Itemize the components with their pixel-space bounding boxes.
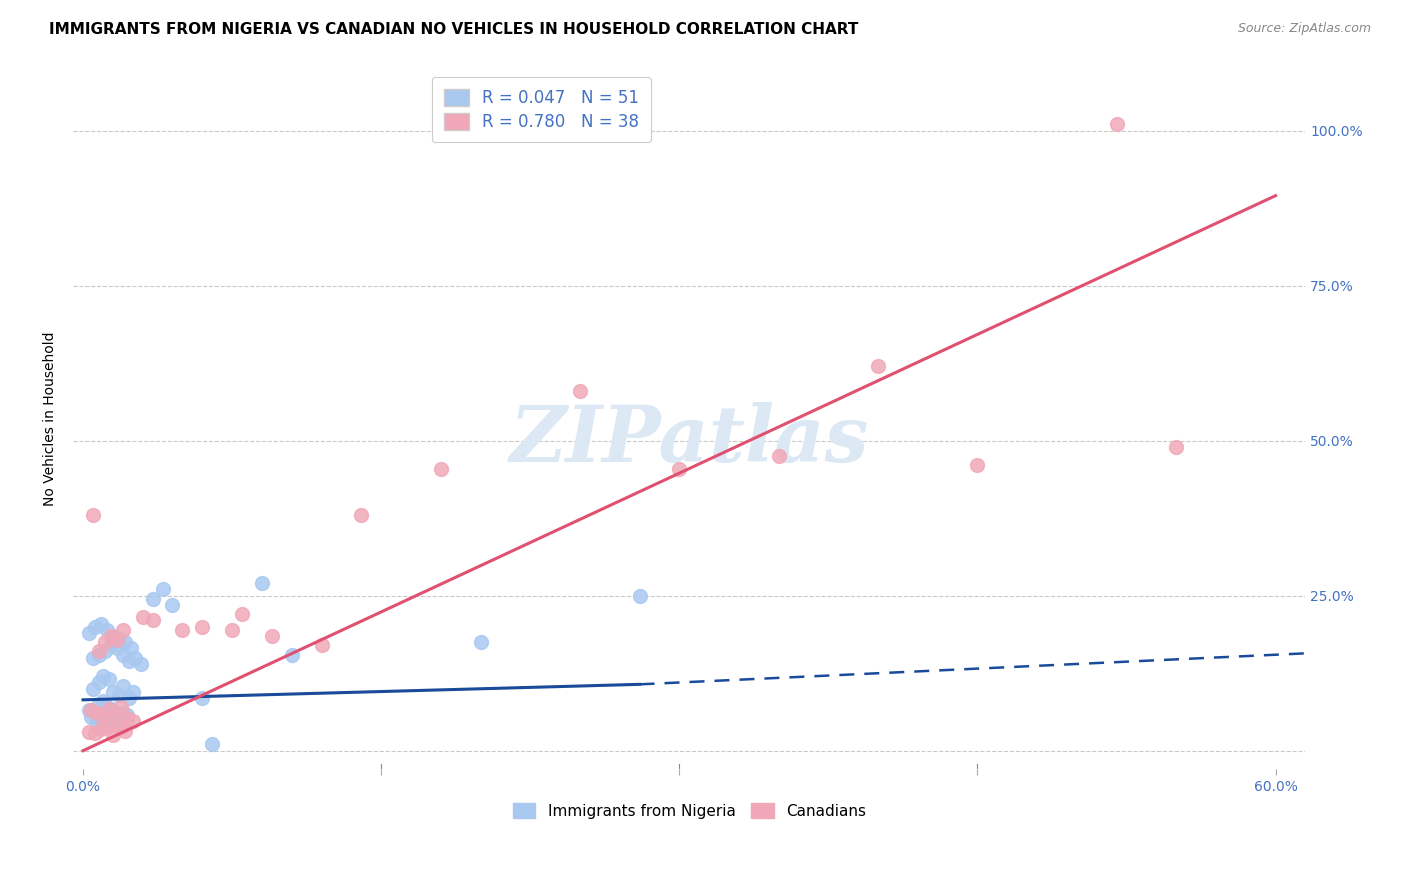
- Point: [280, 648, 302, 662]
- Point: [100, 701, 122, 715]
- Point: [311, 638, 333, 652]
- Point: [162, 598, 184, 612]
- Point: [77, 725, 100, 739]
- Point: [84, 620, 107, 634]
- Point: [131, 610, 153, 624]
- Y-axis label: No Vehicles in Household: No Vehicles in Household: [44, 332, 58, 506]
- Point: [82, 508, 104, 522]
- Point: [100, 638, 122, 652]
- Point: [111, 648, 134, 662]
- Point: [201, 738, 224, 752]
- Point: [105, 641, 128, 656]
- Legend: Immigrants from Nigeria, Canadians: Immigrants from Nigeria, Canadians: [506, 797, 872, 825]
- Point: [101, 685, 124, 699]
- Point: [115, 711, 138, 725]
- Point: [80, 709, 103, 723]
- Point: [114, 635, 136, 649]
- Point: [96, 700, 118, 714]
- Point: [97, 673, 120, 687]
- Point: [91, 669, 114, 683]
- Point: [107, 688, 129, 702]
- Point: [91, 714, 114, 728]
- Point: [107, 632, 129, 646]
- Point: [105, 633, 128, 648]
- Point: [1105, 117, 1128, 131]
- Point: [966, 458, 988, 473]
- Point: [100, 629, 122, 643]
- Point: [221, 623, 243, 637]
- Point: [250, 576, 273, 591]
- Point: [172, 623, 194, 637]
- Point: [107, 709, 129, 723]
- Point: [97, 717, 120, 731]
- Point: [104, 707, 127, 722]
- Point: [86, 706, 108, 721]
- Point: [118, 690, 141, 705]
- Point: [87, 697, 110, 711]
- Text: IMMIGRANTS FROM NIGERIA VS CANADIAN NO VEHICLES IN HOUSEHOLD CORRELATION CHART: IMMIGRANTS FROM NIGERIA VS CANADIAN NO V…: [49, 22, 859, 37]
- Point: [87, 644, 110, 658]
- Point: [120, 641, 142, 656]
- Point: [111, 679, 134, 693]
- Point: [111, 623, 134, 637]
- Point: [84, 706, 107, 721]
- Point: [94, 644, 117, 658]
- Point: [114, 723, 136, 738]
- Point: [82, 681, 104, 696]
- Point: [118, 654, 141, 668]
- Point: [470, 635, 492, 649]
- Point: [121, 685, 143, 699]
- Point: [191, 690, 214, 705]
- Point: [87, 648, 110, 662]
- Point: [768, 449, 790, 463]
- Point: [110, 700, 132, 714]
- Text: Source: ZipAtlas.com: Source: ZipAtlas.com: [1237, 22, 1371, 36]
- Point: [86, 713, 108, 727]
- Point: [80, 703, 103, 717]
- Point: [868, 359, 890, 374]
- Point: [231, 607, 253, 622]
- Text: ZIPatlas: ZIPatlas: [509, 401, 869, 478]
- Point: [568, 384, 591, 398]
- Point: [84, 726, 107, 740]
- Point: [668, 461, 690, 475]
- Point: [77, 625, 100, 640]
- Point: [90, 722, 112, 736]
- Point: [111, 706, 134, 721]
- Point: [101, 728, 124, 742]
- Point: [91, 694, 114, 708]
- Point: [77, 703, 100, 717]
- Point: [107, 719, 129, 733]
- Point: [97, 701, 120, 715]
- Point: [90, 616, 112, 631]
- Point: [191, 620, 214, 634]
- Point: [121, 714, 143, 728]
- Point: [1166, 440, 1188, 454]
- Point: [96, 720, 118, 734]
- Point: [94, 635, 117, 649]
- Point: [142, 591, 165, 606]
- Point: [430, 461, 453, 475]
- Point: [628, 589, 651, 603]
- Point: [101, 629, 124, 643]
- Point: [152, 582, 174, 597]
- Point: [96, 623, 118, 637]
- Point: [115, 707, 138, 722]
- Point: [129, 657, 152, 671]
- Point: [350, 508, 373, 522]
- Point: [260, 629, 283, 643]
- Point: [124, 650, 146, 665]
- Point: [104, 706, 127, 721]
- Point: [110, 720, 132, 734]
- Point: [82, 650, 104, 665]
- Point: [87, 675, 110, 690]
- Point: [104, 715, 127, 730]
- Point: [142, 614, 165, 628]
- Point: [91, 709, 114, 723]
